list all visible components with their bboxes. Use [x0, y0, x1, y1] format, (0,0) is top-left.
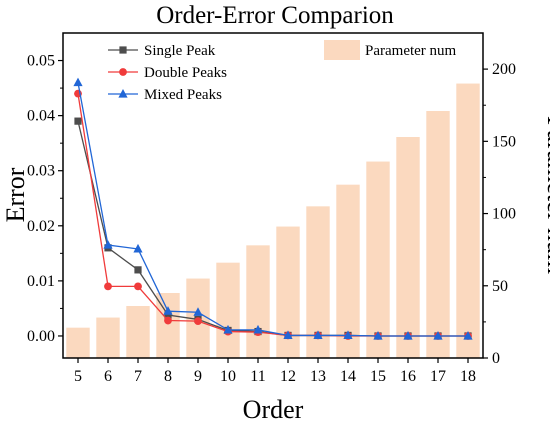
y2-tick-label: 0	[492, 350, 500, 367]
parameter-bar	[426, 111, 450, 358]
parameter-bar	[396, 137, 420, 358]
plot-frame	[62, 32, 484, 359]
series-line	[77, 82, 468, 337]
x-tick-label: 11	[250, 368, 265, 385]
parameter-bar	[66, 327, 90, 358]
legend-label: Parameter num	[365, 43, 457, 59]
series-point	[134, 266, 142, 274]
x-tick-label: 7	[134, 368, 142, 385]
parameter-bar	[276, 226, 300, 358]
x-tick-label: 8	[164, 368, 172, 385]
y-tick-label: 0.01	[27, 273, 55, 290]
x-tick-label: 14	[340, 368, 356, 385]
legend-marker	[119, 46, 127, 54]
bars-layer	[66, 83, 480, 359]
series-point	[164, 311, 172, 319]
series-point	[253, 324, 263, 334]
x-tick-label: 18	[460, 368, 476, 385]
parameter-bar	[366, 161, 390, 358]
legend-bar-swatch	[324, 40, 360, 60]
y2-tick-label: 150	[492, 133, 516, 150]
series-point	[163, 306, 173, 315]
series-point	[343, 330, 353, 340]
parameter-bar	[96, 317, 120, 358]
parameter-bar	[336, 184, 360, 358]
x-tick-label: 5	[74, 368, 82, 385]
series-point	[194, 317, 202, 325]
axes-layer: 5 6 7 8 9 10 11 12 13 14 15 16 17 18 0.00 0.01 0.02 0.03 0…	[27, 53, 516, 385]
parameter-bar	[216, 262, 240, 358]
parameter-bar	[156, 293, 180, 358]
chart-title: Order-Error Comparion	[156, 2, 394, 29]
legend-label: Single Peak	[144, 43, 216, 59]
x-tick-label: 6	[104, 368, 112, 385]
y-tick-label: 0.02	[27, 218, 55, 235]
y2-tick-label: 50	[492, 278, 508, 295]
series-point	[433, 330, 443, 340]
series-point	[164, 316, 172, 325]
series-point	[134, 282, 142, 291]
legend-label: Double Peaks	[144, 65, 227, 81]
series-point	[74, 117, 82, 125]
series-point	[104, 282, 112, 291]
y-tick-label: 0.04	[27, 108, 55, 125]
y-axis-label: Error	[1, 167, 30, 222]
legend-marker	[119, 68, 127, 76]
x-tick-label: 13	[310, 368, 326, 385]
legend-marker	[118, 89, 128, 98]
x-tick-label: 15	[370, 368, 386, 385]
y-tick-label: 0.03	[27, 163, 55, 180]
series-point	[403, 330, 413, 340]
x-tick-label: 12	[280, 368, 296, 385]
y-tick-label: 0.05	[27, 53, 55, 70]
y2-tick-label: 200	[492, 61, 516, 78]
y2-axis-label: Parameter num	[542, 116, 550, 274]
x-axis-label: Order	[243, 395, 304, 424]
y2-tick-label: 100	[492, 206, 516, 223]
x-tick-label: 10	[220, 368, 236, 385]
series-point	[373, 330, 383, 340]
series-point	[193, 307, 203, 316]
legend-bars: Parameter num	[324, 40, 457, 60]
legend-lines: Single Peak Double Peaks Mixed Peaks	[108, 43, 227, 103]
series-point	[133, 243, 143, 253]
series-point	[103, 240, 113, 249]
parameter-bar	[246, 245, 270, 358]
lines-layer	[73, 77, 473, 340]
parameter-bar	[306, 206, 330, 358]
x-tick-label: 17	[430, 368, 446, 385]
series-point	[223, 324, 233, 334]
series-point	[313, 330, 323, 340]
series-point	[283, 330, 293, 340]
x-tick-label: 9	[194, 368, 202, 385]
x-tick-label: 16	[400, 368, 416, 385]
legend-label: Mixed Peaks	[144, 87, 222, 103]
series-point	[463, 330, 473, 340]
series-point	[73, 77, 83, 87]
y-tick-label: 0.00	[27, 328, 55, 345]
parameter-bar	[456, 83, 480, 359]
parameter-bar	[126, 306, 150, 358]
